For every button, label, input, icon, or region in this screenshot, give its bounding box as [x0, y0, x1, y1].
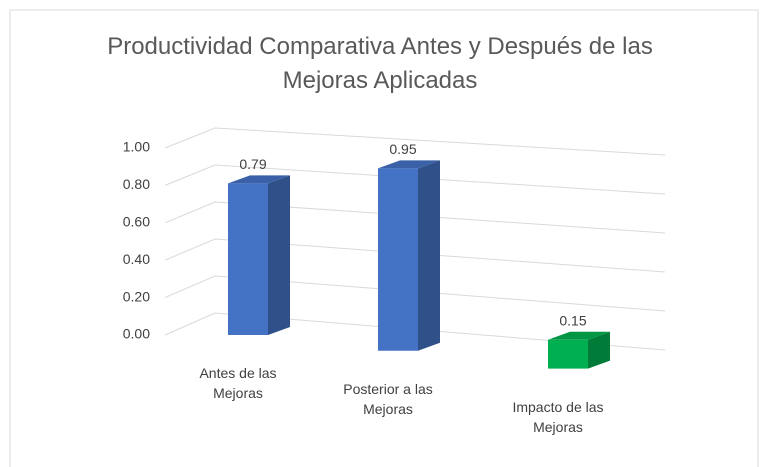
bar-top: [228, 175, 290, 184]
y-tick-label: 0.20: [123, 288, 150, 304]
bar-top: [548, 331, 610, 340]
bar-side: [268, 175, 290, 335]
chart-title: Productividad Comparativa Antes y Despué…: [107, 33, 653, 94]
y-tick-label: 0.80: [123, 176, 150, 192]
y-tick-label: 1.00: [123, 139, 150, 155]
y-tick-label: 0.40: [123, 251, 150, 267]
x-tick-label: Posterior a las Mejoras: [343, 380, 433, 417]
bar-top: [378, 160, 440, 169]
grid-line: [164, 275, 666, 312]
grid-line: [164, 312, 666, 351]
value-label: 0.15: [559, 313, 586, 329]
grid-line: [164, 238, 666, 273]
grid-line: [164, 201, 666, 234]
value-label: 0.95: [389, 141, 416, 157]
bar: [548, 339, 588, 369]
bar: [378, 168, 418, 351]
bar-side: [418, 160, 440, 351]
value-label: 0.79: [239, 156, 266, 172]
grid-line: [164, 164, 666, 195]
bar: [228, 183, 268, 335]
x-tick-label: Impacto de las Mejoras: [512, 398, 604, 435]
grid-line: [164, 127, 666, 156]
x-tick-label: Antes de las Mejoras: [199, 365, 277, 401]
bar-side: [588, 331, 610, 369]
y-tick-label: 0.00: [123, 326, 150, 342]
y-tick-label: 0.60: [123, 214, 150, 230]
